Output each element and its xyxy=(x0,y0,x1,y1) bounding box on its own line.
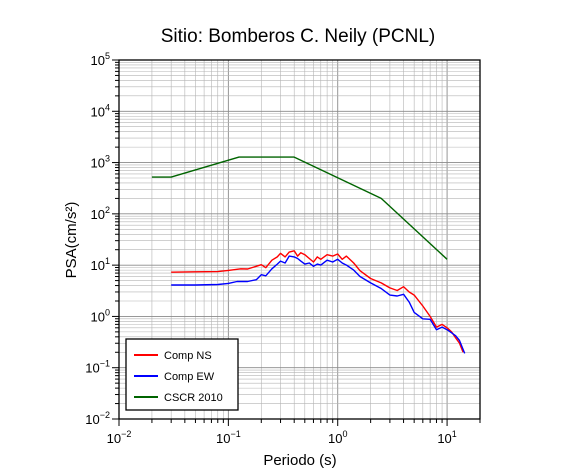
series-line-2 xyxy=(171,255,466,354)
y-tick-label: 10−1 xyxy=(85,359,110,376)
y-tick-label: 101 xyxy=(91,256,110,273)
legend-entry-label: Comp EW xyxy=(164,371,215,383)
x-tick-label: 101 xyxy=(437,429,456,446)
y-tick-label: 102 xyxy=(91,205,110,222)
axis-ticks xyxy=(112,59,481,426)
legend-box xyxy=(125,338,239,411)
y-tick-label: 100 xyxy=(91,307,110,324)
y-axis-tick-labels: 10−2 10−1 100 101 102 103 104 105 xyxy=(85,51,110,427)
y-tick-label: 104 xyxy=(91,102,110,119)
legend-entry-label: Comp NS xyxy=(164,350,212,362)
series-lines xyxy=(151,156,466,354)
x-tick-label: 10−2 xyxy=(107,429,132,446)
y-tick-label: 105 xyxy=(91,51,110,68)
series-line-3 xyxy=(151,156,448,260)
legend-entry-label: CSCR 2010 xyxy=(164,392,223,404)
plot-frame xyxy=(118,59,481,420)
y-tick-label: 103 xyxy=(91,154,110,171)
grid xyxy=(118,59,481,420)
legend: Comp NS Comp EW CSCR 2010 xyxy=(125,338,239,411)
y-tick-label: 10−2 xyxy=(85,410,110,427)
series-line-1 xyxy=(171,250,464,353)
x-axis-label: Periodo (s) xyxy=(263,452,336,469)
y-axis-label: PSA(cm/s²) xyxy=(63,202,80,279)
x-tick-label: 10−1 xyxy=(216,429,241,446)
x-tick-label: 100 xyxy=(328,429,347,446)
chart-title: Sitio: Bomberos C. Neily (PCNL) xyxy=(161,26,436,47)
x-axis-tick-labels: 10−2 10−1 100 101 xyxy=(107,429,457,446)
